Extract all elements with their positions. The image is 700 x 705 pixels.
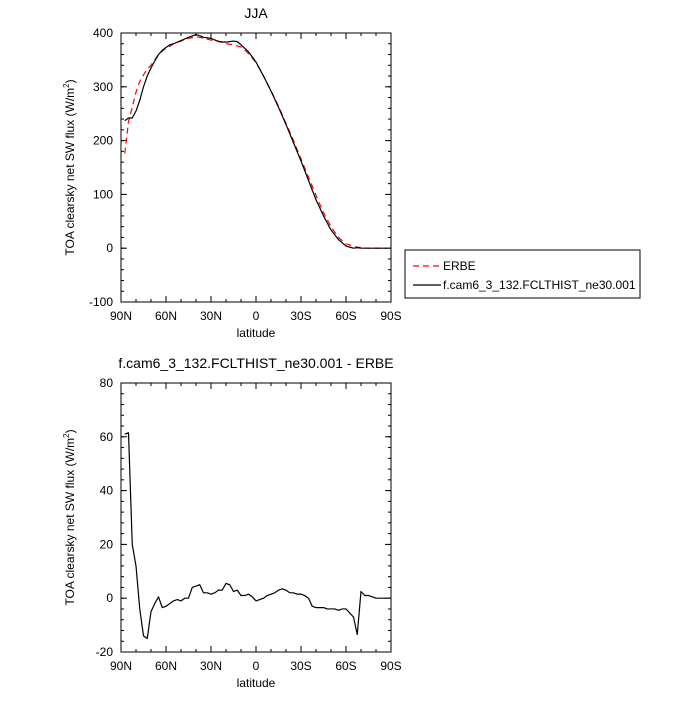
legend: ERBE f.cam6_3_132.FCLTHIST_ne30.001 <box>404 249 641 299</box>
legend-box <box>404 249 641 299</box>
x-tick-label: 90S <box>380 659 401 673</box>
y-axis-label: TOA clearsky net SW flux (W/m2) <box>62 79 77 255</box>
x-tick-label: 90N <box>110 659 132 673</box>
x-axis-label: latitude <box>237 676 276 690</box>
y-tick-label: 40 <box>100 484 114 498</box>
x-tick-label: 90N <box>110 309 132 323</box>
y-axis-label-text: TOA clearsky net SW flux (W/m <box>63 438 77 606</box>
plot-frame <box>120 382 392 653</box>
x-tick-label: 30N <box>200 659 222 673</box>
y-tick-label: 400 <box>93 26 113 40</box>
x-tick-label: 0 <box>253 659 260 673</box>
plot-frame <box>120 32 392 303</box>
y-tick-label: 300 <box>93 80 113 94</box>
x-tick-label: 0 <box>253 309 260 323</box>
x-tick-label: 90S <box>380 309 401 323</box>
y-tick-label: -100 <box>89 295 113 309</box>
x-axis-label: latitude <box>237 326 276 340</box>
y-axis-label-text: TOA clearsky net SW flux (W/m <box>63 88 77 256</box>
y-tick-label: 60 <box>100 430 114 444</box>
x-tick-label: 30S <box>290 309 311 323</box>
y-tick-label: 0 <box>106 241 113 255</box>
x-tick-label: 60S <box>335 659 356 673</box>
chart-panel-2: f.cam6_3_132.FCLTHIST_ne30.001 - ERBE 90N… <box>62 355 402 690</box>
chart-title: JJA <box>244 5 268 21</box>
y-tick-label: 20 <box>100 537 114 551</box>
x-tick-label: 30S <box>290 659 311 673</box>
y-axis-label-suffix: ) <box>63 79 77 83</box>
y-axis-label-superscript: 2 <box>62 83 71 88</box>
y-tick-label: 200 <box>93 134 113 148</box>
legend-label: ERBE <box>443 259 476 273</box>
y-tick-label: 80 <box>100 376 114 390</box>
y-axis-label: TOA clearsky net SW flux (W/m2) <box>62 429 77 605</box>
x-tick-label: 60N <box>155 309 177 323</box>
x-tick-label: 30N <box>200 309 222 323</box>
series-line-f <box>124 34 388 249</box>
y-tick-label: 100 <box>93 187 113 201</box>
chart-title: f.cam6_3_132.FCLTHIST_ne30.001 - ERBE <box>118 355 393 371</box>
x-tick-label: 60S <box>335 309 356 323</box>
y-axis-label-suffix: ) <box>63 429 77 433</box>
y-axis-label-superscript: 2 <box>62 433 71 438</box>
chart-panel-1: JJA 90N 60N 30N 0 30S 60S 90S -100 0 100 200 300 400 l… <box>62 5 402 340</box>
series-line-erbe <box>124 36 388 249</box>
legend-label: f.cam6_3_132.FCLTHIST_ne30.001 <box>443 278 636 292</box>
y-tick-label: 0 <box>106 591 113 605</box>
y-tick-label: -20 <box>96 645 114 659</box>
x-tick-label: 60N <box>155 659 177 673</box>
difference-line <box>124 432 388 640</box>
